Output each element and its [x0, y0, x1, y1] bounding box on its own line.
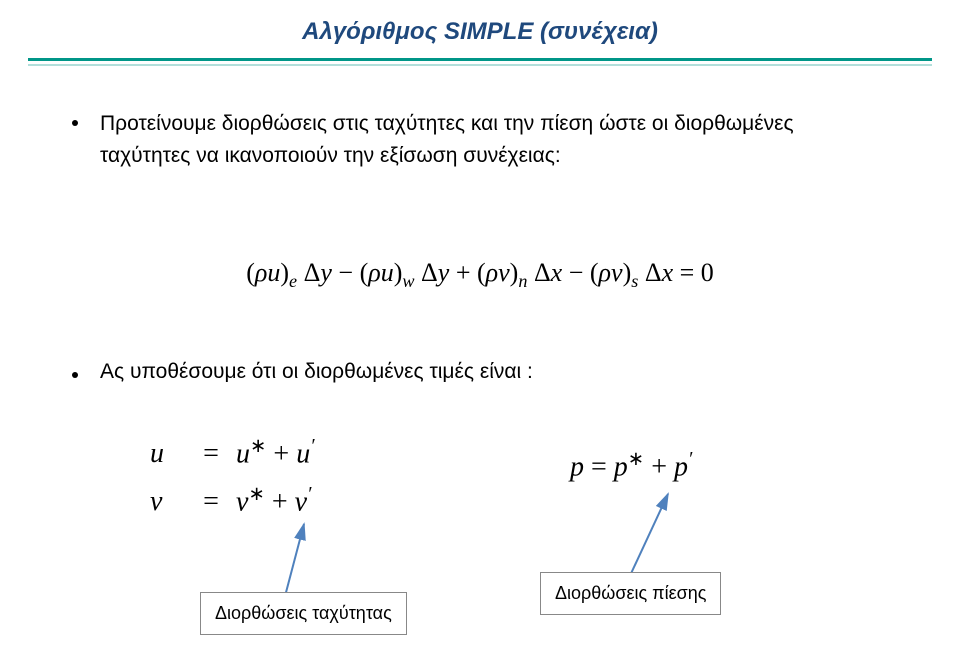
bullet-2: Ας υποθέσουμε ότι οι διορθωμένες τιμές ε… [100, 360, 880, 384]
equation-v: v=v∗ + v′ [150, 478, 315, 526]
pressure-correction-equation: p = p∗ + p′ [570, 447, 692, 483]
bullet-2-text: Ας υποθέσουμε ότι οι διορθωμένες τιμές ε… [100, 360, 533, 383]
pressure-corrections-label: Διορθώσεις πίεσης [555, 583, 706, 603]
equation-u: u=u∗ + u′ [150, 430, 315, 478]
velocity-correction-equations: u=u∗ + u′ v=v∗ + v′ [150, 430, 315, 526]
bullet-dot-icon [72, 372, 78, 378]
velocity-corrections-label: Διορθώσεις ταχύτητας [215, 603, 392, 623]
rule-top [28, 58, 932, 61]
continuity-equation: (ρu)e Δy − (ρu)w Δy + (ρv)n Δx − (ρv)s Δ… [0, 258, 960, 292]
arrow-pressure [628, 494, 668, 580]
page-title: Αλγόριθμος SIMPLE (συνέχεια) [0, 18, 960, 46]
arrow-velocity [284, 524, 304, 600]
rule-bottom [28, 64, 932, 66]
bullet-1-text: Προτείνουμε διορθώσεις στις ταχύτητες κα… [100, 112, 794, 167]
annotation-arrows [0, 0, 960, 654]
velocity-corrections-label-box: Διορθώσεις ταχύτητας [200, 592, 407, 635]
bullet-dot-icon [72, 120, 78, 126]
pressure-corrections-label-box: Διορθώσεις πίεσης [540, 572, 721, 615]
bullet-1: Προτείνουμε διορθώσεις στις ταχύτητες κα… [100, 108, 880, 171]
